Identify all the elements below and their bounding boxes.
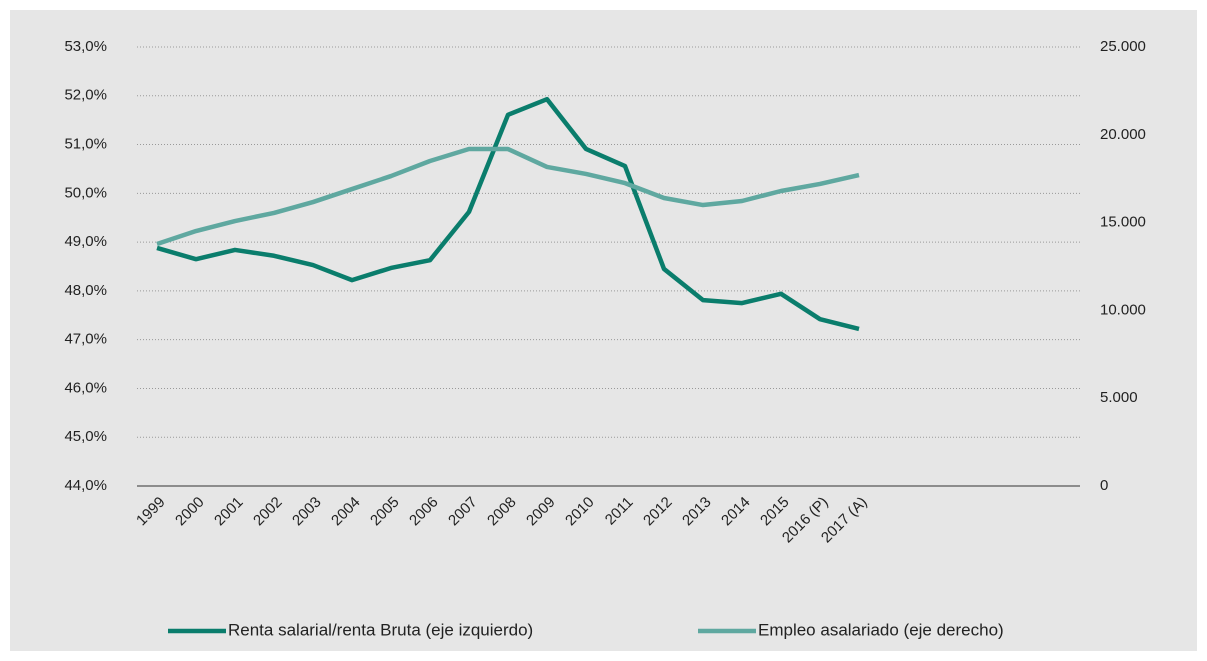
legend-label: Empleo asalariado (eje derecho) <box>758 620 1004 639</box>
y-tick-label: 49,0% <box>64 233 107 250</box>
legend-label: Renta salarial/renta Bruta (eje izquierd… <box>228 620 533 639</box>
y2-tick-label: 25.000 <box>1100 38 1146 55</box>
y-tick-label: 47,0% <box>64 331 107 348</box>
y2-tick-label: 20.000 <box>1100 126 1146 143</box>
y-tick-label: 52,0% <box>64 87 107 104</box>
y-tick-label: 50,0% <box>64 184 107 201</box>
y2-tick-label: 15.000 <box>1100 214 1146 231</box>
y-tick-label: 45,0% <box>64 428 107 445</box>
series-line <box>156 96 860 332</box>
y2-tick-label: 0 <box>1100 477 1108 494</box>
y-tick-label: 44,0% <box>64 477 107 494</box>
series-line <box>156 146 860 247</box>
y-tick-label: 46,0% <box>64 379 107 396</box>
chart-background <box>10 10 1197 651</box>
y2-tick-label: 5.000 <box>1100 389 1138 406</box>
y2-tick-label: 10.000 <box>1100 301 1146 318</box>
y-tick-label: 51,0% <box>64 136 107 153</box>
y-tick-label: 53,0% <box>64 38 107 55</box>
y-tick-label: 48,0% <box>64 282 107 299</box>
